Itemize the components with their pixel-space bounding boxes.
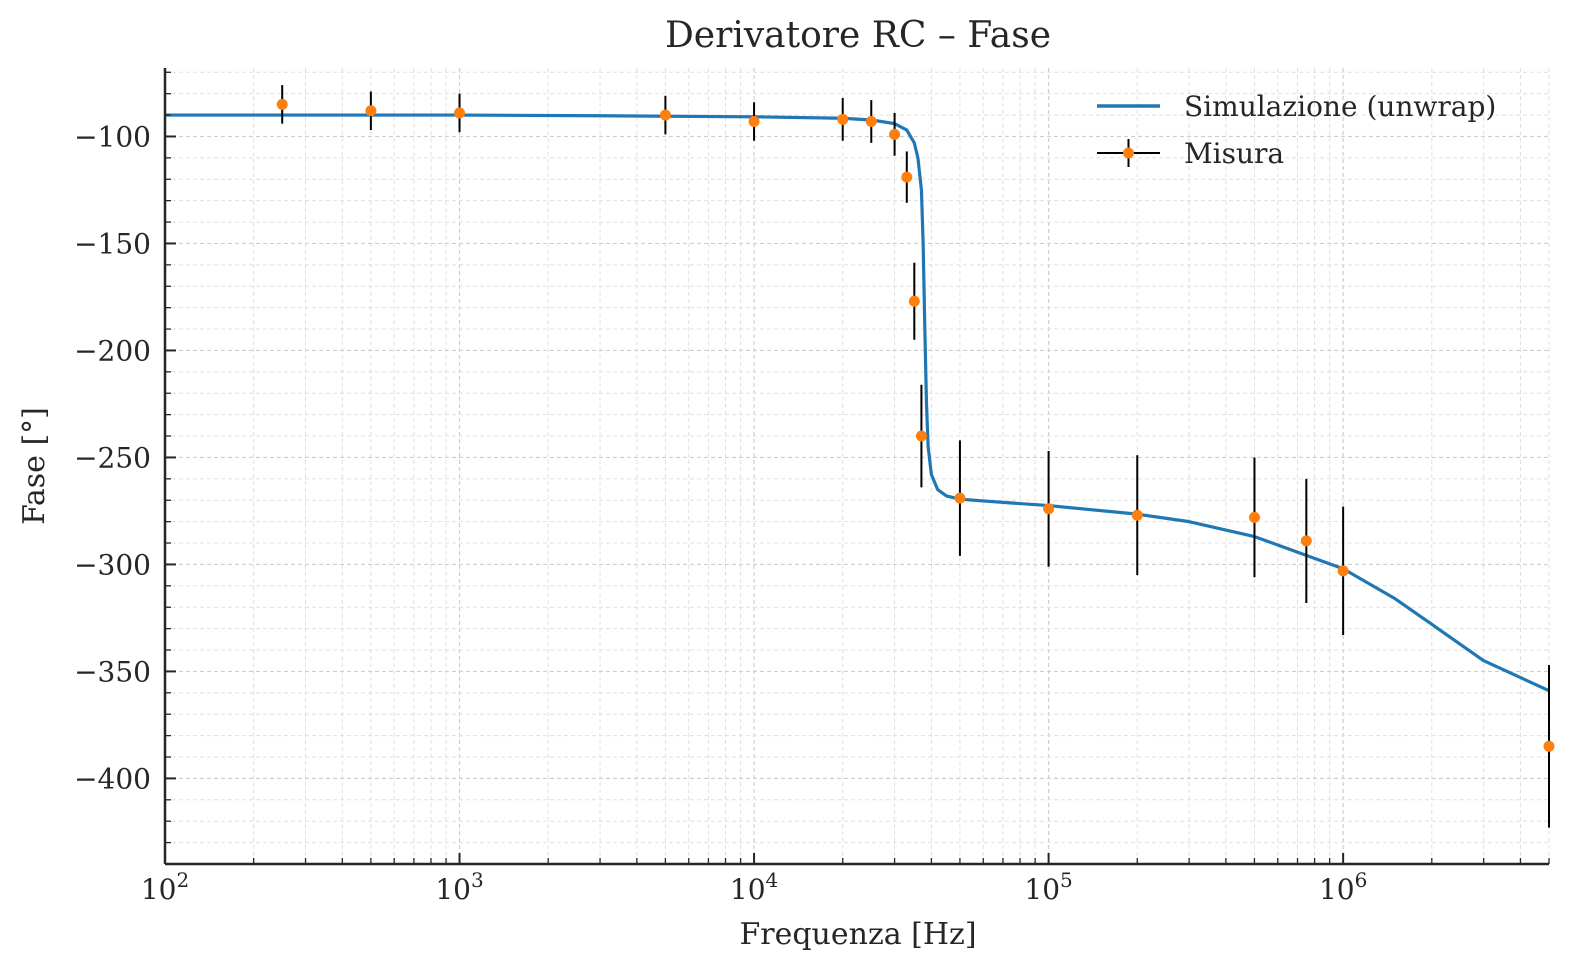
y-tick-label: −400 [74,762,151,795]
legend-marker-swatch [1123,147,1134,159]
measurement-point [837,113,849,125]
y-tick-label: −150 [74,227,151,260]
measurement-point [889,128,901,140]
measurement-point [454,107,466,119]
measurement-point [901,171,913,183]
x-axis-label: Frequenza [Hz] [739,917,976,952]
y-tick-label: −300 [74,548,151,581]
y-tick-label: −250 [74,441,151,474]
y-tick-label: −100 [74,120,151,153]
measurement-point [1043,503,1055,515]
legend-label-simulation: Simulazione (unwrap) [1184,90,1496,123]
x-tick-label: 105 [1024,868,1072,906]
y-tick-label: −350 [74,655,151,688]
measurement-point [1300,535,1312,547]
simulation-series [165,113,1550,693]
measurement-point [865,115,877,127]
y-tick-label: −200 [74,334,151,367]
chart-title: Derivatore RC – Fase [665,15,1051,56]
axes: −100 −150 −200 −250 −300 −350 −400 102 103 104 105… [74,68,1550,906]
simulation-line [165,113,1550,693]
grid [164,68,1550,865]
x-tick-label: 103 [435,868,483,906]
measurement-point [748,115,760,127]
measurement-point [365,105,377,117]
measurement-series [276,85,1555,828]
measurement-point [1337,565,1349,577]
x-tick-label: 102 [141,868,189,906]
x-tick-label: 104 [730,868,778,906]
legend: Simulazione (unwrap) Misura [1097,90,1496,170]
measurement-point [908,295,920,307]
measurement-point [659,109,671,121]
measurement-point [276,98,288,110]
measurement-point [1131,509,1143,521]
x-tick-label: 106 [1319,868,1367,906]
measurement-point [1543,740,1555,752]
measurement-point [1248,511,1260,523]
legend-label-measurement: Misura [1184,137,1284,170]
measurement-point [954,492,966,504]
y-axis-label: Fase [°] [17,407,52,525]
measurement-point [915,430,927,442]
